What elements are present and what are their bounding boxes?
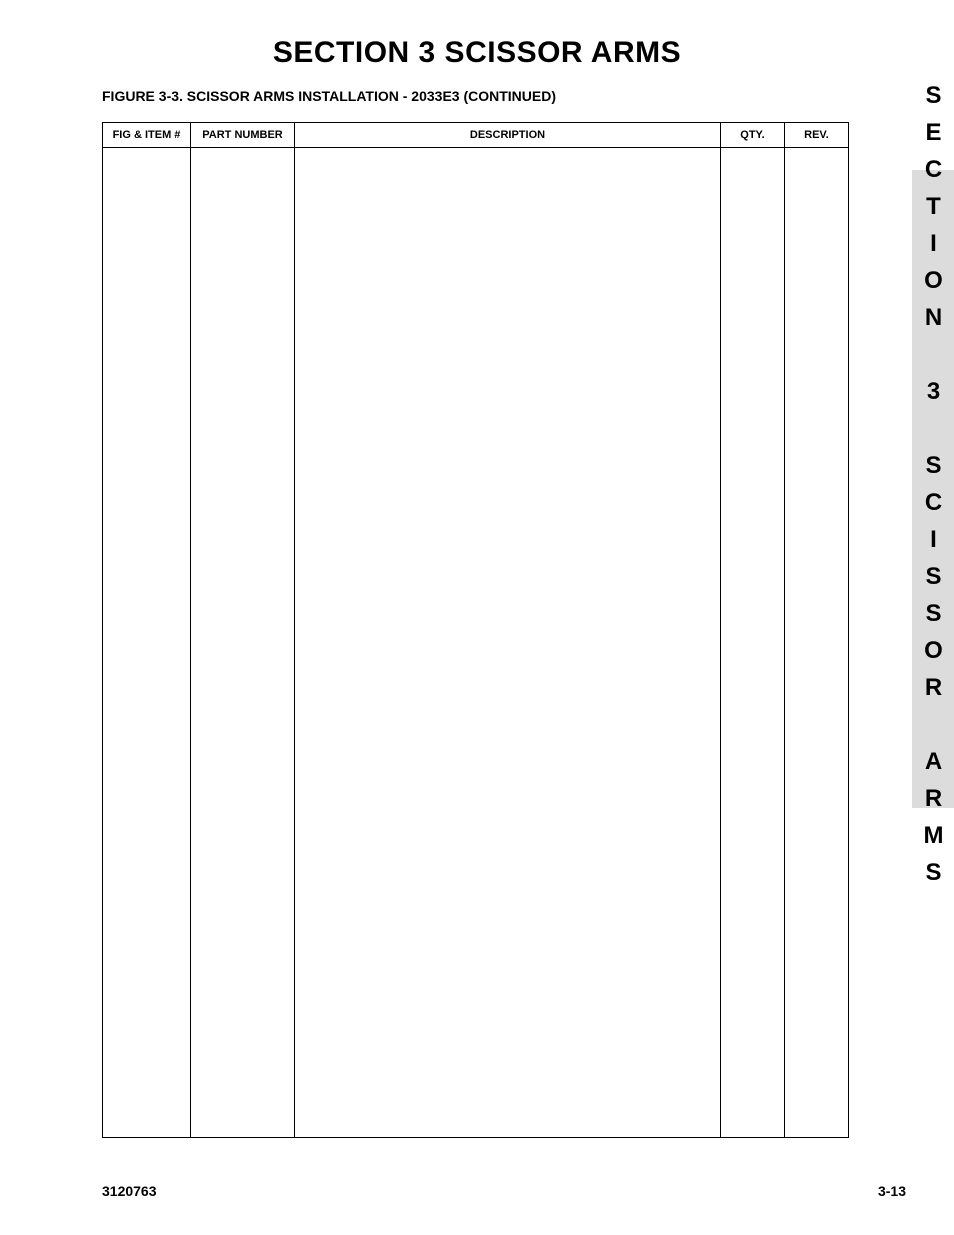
col-header-qty: QTY. <box>721 123 785 148</box>
footer-page-number: 3-13 <box>878 1183 906 1199</box>
section-title: SECTION 3 SCISSOR ARMS <box>48 36 906 70</box>
cell-part-number <box>191 148 295 1138</box>
page-footer: 3120763 3-13 <box>102 1183 906 1199</box>
col-header-part-number: PART NUMBER <box>191 123 295 148</box>
table-empty-row <box>103 148 849 1138</box>
col-header-rev: REV. <box>785 123 849 148</box>
section-side-tab-text: SECTION 3 SCISSOR ARMS <box>921 82 945 896</box>
parts-table: FIG & ITEM # PART NUMBER DESCRIPTION QTY… <box>102 122 849 1138</box>
parts-table-head: FIG & ITEM # PART NUMBER DESCRIPTION QTY… <box>103 123 849 148</box>
parts-table-wrap: FIG & ITEM # PART NUMBER DESCRIPTION QTY… <box>102 122 848 1138</box>
cell-description <box>295 148 721 1138</box>
table-header-row: FIG & ITEM # PART NUMBER DESCRIPTION QTY… <box>103 123 849 148</box>
section-side-tab: SECTION 3 SCISSOR ARMS <box>912 170 954 808</box>
col-header-fig-item: FIG & ITEM # <box>103 123 191 148</box>
figure-caption: FIGURE 3-3. SCISSOR ARMS INSTALLATION - … <box>102 88 906 104</box>
col-header-description: DESCRIPTION <box>295 123 721 148</box>
cell-rev <box>785 148 849 1138</box>
cell-fig-item <box>103 148 191 1138</box>
cell-qty <box>721 148 785 1138</box>
parts-table-body <box>103 148 849 1138</box>
footer-doc-number: 3120763 <box>102 1183 157 1199</box>
page-root: SECTION 3 SCISSOR ARMS FIGURE 3-3. SCISS… <box>0 0 954 1235</box>
